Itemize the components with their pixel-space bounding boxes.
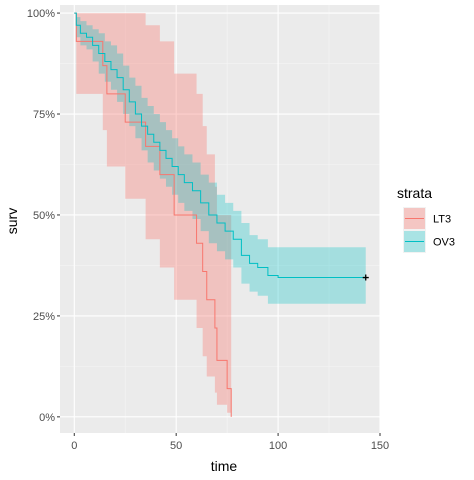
panel-background [60,5,380,433]
x-axis-title: time [211,458,238,474]
confidence-ribbons [74,13,366,417]
grid-major [60,5,381,433]
censor-mark-ov3 [362,274,369,281]
x-tick-label: 150 [371,440,389,452]
y-axis-ticks: 0% 25% 50% 75% 100% [27,8,60,424]
x-tick-label: 50 [170,440,182,452]
ribbon-ov3 [74,13,366,304]
y-tick-label: 0% [39,412,55,424]
y-tick-label: 25% [33,311,55,323]
survival-curves [74,12,366,417]
legend: strata LT3 OV3 [397,185,455,253]
y-axis-title: surv [4,208,20,234]
curve-ov3 [74,12,366,279]
x-axis-ticks: 0 50 100 150 [71,433,389,452]
grid-minor [60,5,380,433]
ribbon-lt3 [74,13,232,417]
y-tick-label: 100% [27,8,55,20]
y-tick-label: 50% [33,210,55,222]
curve-lt3 [74,12,232,417]
censor-marks [362,274,369,281]
y-tick-label: 75% [33,109,55,121]
x-tick-label: 100 [269,440,287,452]
x-tick-label: 0 [71,440,77,452]
legend-label-ov3: OV3 [433,237,455,249]
legend-label-lt3: LT3 [433,214,451,226]
legend-title: strata [397,185,432,201]
legend-item-lt3: LT3 [403,207,451,230]
legend-item-ov3: OV3 [403,230,455,253]
